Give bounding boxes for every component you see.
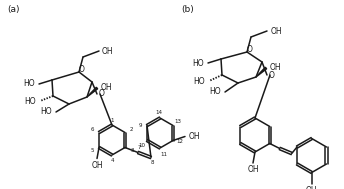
Text: OH: OH <box>188 132 200 141</box>
Text: HO: HO <box>40 108 52 116</box>
Text: 4: 4 <box>110 159 114 163</box>
Text: O: O <box>247 46 253 54</box>
Text: OH: OH <box>100 84 112 92</box>
Text: 9: 9 <box>138 123 142 128</box>
Text: HO: HO <box>192 59 204 67</box>
Text: O: O <box>269 70 275 80</box>
Text: HO: HO <box>209 88 221 97</box>
Text: 11: 11 <box>161 152 168 156</box>
Text: 10: 10 <box>139 143 146 148</box>
Text: 5: 5 <box>90 148 94 153</box>
Text: HO: HO <box>193 77 205 85</box>
Text: 7: 7 <box>137 145 141 150</box>
Text: 1: 1 <box>110 118 114 122</box>
Text: OH: OH <box>101 46 113 56</box>
Text: HO: HO <box>24 97 36 105</box>
Polygon shape <box>87 87 98 97</box>
Text: OH: OH <box>247 166 259 174</box>
Text: HO: HO <box>23 80 35 88</box>
Text: (a): (a) <box>7 5 20 14</box>
Text: OH: OH <box>270 26 282 36</box>
Text: (b): (b) <box>181 5 194 14</box>
Text: 6: 6 <box>90 127 94 132</box>
Text: O: O <box>79 66 85 74</box>
Text: 14: 14 <box>155 109 162 115</box>
Text: OH: OH <box>91 161 103 170</box>
Text: 13: 13 <box>174 119 182 124</box>
Text: 3: 3 <box>130 148 134 153</box>
Text: 8: 8 <box>150 160 154 165</box>
Text: O: O <box>99 90 105 98</box>
Text: 2: 2 <box>129 127 133 132</box>
Polygon shape <box>256 67 267 77</box>
Text: OH: OH <box>269 64 281 73</box>
Text: 12: 12 <box>176 139 183 144</box>
Text: OH: OH <box>306 186 318 189</box>
